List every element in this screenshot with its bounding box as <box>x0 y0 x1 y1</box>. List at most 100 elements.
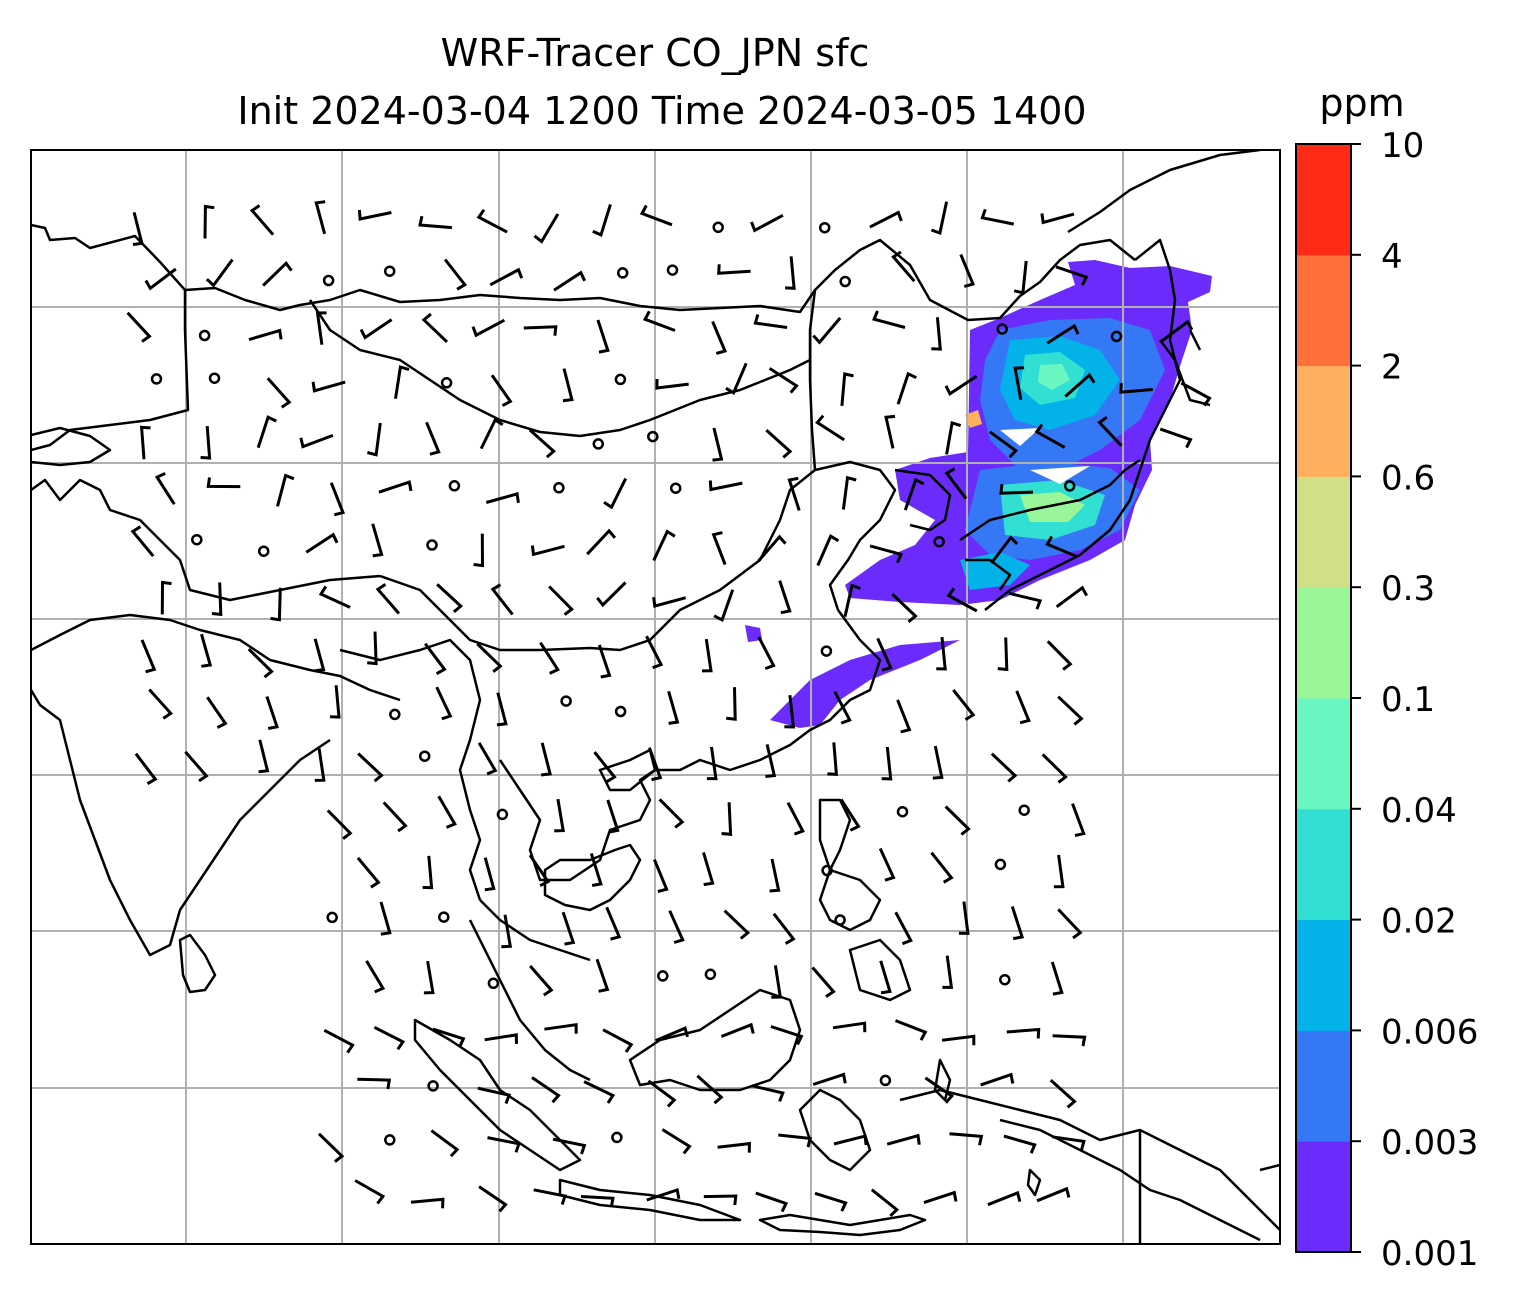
wind-barb-64 <box>725 362 748 395</box>
wind-barb-24 <box>489 267 524 287</box>
wind-barb-277 <box>430 1129 460 1158</box>
colorbar-frame <box>1295 143 1352 1253</box>
wind-barb-188 <box>765 744 777 778</box>
wind-barb-104 <box>841 475 857 510</box>
wind-barb-51 <box>1046 323 1080 345</box>
wind-barb-77 <box>367 422 382 457</box>
colorbar: ppm 0.001 0.003 0.006 0.02 0.04 0.1 0.3 0.6 2 4 10 <box>1295 81 1478 1274</box>
wind-barb-148 <box>424 642 447 676</box>
wind-barb-296 <box>755 1191 789 1213</box>
wind-barb-293 <box>580 1195 615 1208</box>
calm-wind-marker-22 <box>383 265 396 277</box>
wind-barb-142 <box>1055 585 1089 609</box>
wind-barb-113 <box>371 523 384 558</box>
wind-barb-163 <box>330 685 341 719</box>
wind-barb-264 <box>477 1086 512 1105</box>
wind-barb-17 <box>1040 212 1075 225</box>
wind-barb-175 <box>1015 690 1031 725</box>
wind-barb-243 <box>811 966 836 998</box>
wind-barb-273 <box>980 1072 1015 1087</box>
wind-barb-150 <box>539 641 560 675</box>
wind-barb-8 <box>533 213 560 244</box>
coastlines-borders <box>31 150 1280 1244</box>
calm-wind-marker-123 <box>933 535 945 548</box>
wind-barb-202 <box>786 802 805 836</box>
wind-barb-48 <box>872 310 906 329</box>
wind-barb-297 <box>814 1191 848 1212</box>
calm-wind-marker-206 <box>1018 804 1030 816</box>
wind-barb-156 <box>876 637 893 672</box>
title-line-2: Init 2024-03-04 1200 Time 2024-03-05 140… <box>237 89 1086 133</box>
calm-wind-marker-204 <box>896 805 909 818</box>
wind-barb-292 <box>533 1188 567 1205</box>
wind-barb-89 <box>1034 423 1066 449</box>
calm-wind-marker-59 <box>440 377 453 389</box>
wind-barb-213 <box>653 859 669 893</box>
calm-wind-marker-101 <box>669 482 682 494</box>
wind-barb-233 <box>1010 906 1025 941</box>
wind-barb-4 <box>314 200 327 235</box>
wind-barb-128 <box>270 587 282 622</box>
wind-barb-236 <box>423 960 435 995</box>
wind-barbs <box>126 200 1212 1217</box>
calm-wind-marker-13 <box>818 221 831 234</box>
wind-barb-178 <box>184 750 209 783</box>
wind-barb-153 <box>701 638 713 673</box>
calm-wind-marker-246 <box>999 973 1011 986</box>
wind-barb-39 <box>359 318 393 340</box>
colorbar-tick-label-10: 10 <box>1381 126 1424 166</box>
calm-wind-marker-54 <box>150 373 163 385</box>
calm-wind-marker-241 <box>704 968 717 981</box>
wind-barb-118 <box>652 529 676 562</box>
wind-barb-228 <box>723 909 751 940</box>
colorbar-tick-label-3: 0.02 <box>1381 902 1457 942</box>
wind-barb-130 <box>375 583 401 615</box>
wind-barb-162 <box>265 696 279 730</box>
calm-wind-marker-263 <box>427 1080 439 1092</box>
map-frame <box>30 149 1281 1245</box>
wind-barb-225 <box>561 911 576 946</box>
wind-barb-15 <box>930 201 949 235</box>
wind-barb-209 <box>422 855 434 890</box>
colorbar-tick-label-8: 2 <box>1381 348 1403 388</box>
calm-wind-marker-168 <box>614 705 627 718</box>
wind-barb-257 <box>832 1021 867 1033</box>
wind-barb-106 <box>944 467 968 500</box>
wind-barb-140 <box>946 587 978 613</box>
colorbar-tick-label-2: 0.006 <box>1381 1012 1478 1052</box>
wind-barb-158 <box>997 637 1009 672</box>
wind-barb-252 <box>544 1022 578 1034</box>
wind-barb-138 <box>843 583 861 618</box>
colorbar-swatch-7 <box>1296 365 1351 477</box>
wind-barb-267 <box>647 1079 677 1108</box>
calm-wind-marker-237 <box>487 977 500 990</box>
wind-barb-278 <box>487 1136 521 1153</box>
wind-barb-298 <box>870 1188 900 1217</box>
wind-barb-157 <box>936 636 947 671</box>
wind-barb-12 <box>750 213 784 233</box>
wind-barb-227 <box>668 910 685 944</box>
wind-barb-103 <box>787 476 801 511</box>
calm-wind-marker-271 <box>879 1074 892 1087</box>
wind-barb-93 <box>206 477 241 489</box>
wind-barb-125 <box>1045 535 1078 558</box>
wind-barb-282 <box>717 1141 751 1153</box>
wind-barb-43 <box>596 319 610 354</box>
wind-barb-245 <box>942 955 954 989</box>
wind-barb-198 <box>554 798 565 833</box>
wind-barb-272 <box>924 1076 955 1104</box>
wind-barb-34 <box>1055 265 1089 286</box>
wind-barb-6 <box>418 215 453 230</box>
wind-barb-112 <box>305 532 339 554</box>
wind-barb-107 <box>999 484 1034 495</box>
wind-barb-266 <box>583 1080 616 1104</box>
calm-wind-marker-99 <box>553 482 565 494</box>
wind-barb-196 <box>437 795 457 829</box>
wind-barb-66 <box>840 372 854 407</box>
wind-barb-244 <box>879 960 892 995</box>
wind-barb-160 <box>148 688 173 720</box>
calm-wind-marker-50 <box>996 323 1008 335</box>
wind-barb-145 <box>247 648 274 679</box>
wind-barb-49 <box>931 317 942 351</box>
wind-barb-10 <box>639 204 673 227</box>
